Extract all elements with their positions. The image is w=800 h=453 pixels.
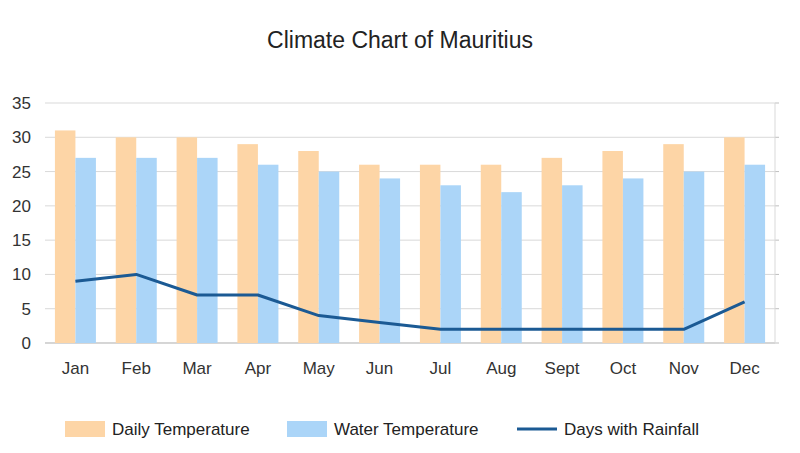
bar — [745, 165, 766, 343]
y-tick-label: 0 — [22, 334, 31, 353]
chart-root: Climate Chart of Mauritius 0 5 10 15 20 25 30 35… — [0, 0, 800, 453]
bar — [420, 165, 441, 343]
bar — [501, 192, 522, 343]
bar — [481, 165, 502, 343]
x-tick-label: Jun — [366, 359, 393, 378]
y-tick-label: 15 — [12, 231, 31, 250]
y-tick-label: 5 — [22, 300, 31, 319]
bar — [359, 165, 380, 343]
bar — [602, 151, 623, 343]
tick-mark — [775, 205, 779, 206]
bar — [75, 158, 96, 343]
bar — [55, 130, 76, 343]
y-tick-label: 25 — [12, 163, 31, 182]
bar — [562, 185, 583, 343]
bar — [724, 137, 745, 343]
x-tick-label: Mar — [182, 359, 212, 378]
y-tick-label: 30 — [12, 128, 31, 147]
bar — [237, 144, 258, 343]
grid-line — [45, 137, 775, 138]
bar — [380, 178, 401, 343]
legend-label: Water Temperature — [334, 420, 479, 439]
line — [75, 274, 744, 329]
legend-label: Days with Rainfall — [564, 420, 699, 439]
x-tick-label: Oct — [610, 359, 637, 378]
legend-swatch — [65, 421, 105, 437]
bar — [177, 137, 198, 343]
bar — [663, 144, 684, 343]
x-tick-label: Jan — [62, 359, 89, 378]
y-tick-label: 35 — [12, 94, 31, 113]
x-tick-label: Sept — [545, 359, 580, 378]
x-tick-label: Feb — [122, 359, 151, 378]
x-tick-label: Aug — [486, 359, 516, 378]
tick-mark — [775, 240, 779, 241]
legend-swatch — [287, 421, 327, 437]
bar — [258, 165, 279, 343]
x-tick-label: May — [303, 359, 336, 378]
y-tick-label: 20 — [12, 197, 31, 216]
y-axis-line — [775, 103, 776, 343]
x-tick-label: Nov — [669, 359, 700, 378]
tick-mark — [775, 343, 779, 344]
chart-svg: Climate Chart of Mauritius 0 5 10 15 20 25 30 35… — [0, 0, 800, 453]
bar — [440, 185, 461, 343]
tick-mark — [775, 137, 779, 138]
tick-mark — [775, 171, 779, 172]
bar — [197, 158, 218, 343]
tick-mark — [775, 274, 779, 275]
bar — [136, 158, 157, 343]
grid-line — [45, 103, 775, 104]
marks — [55, 130, 765, 343]
legend-swatch — [517, 428, 557, 431]
x-tick-label: Dec — [729, 359, 760, 378]
x-tick-label: Apr — [245, 359, 272, 378]
title: Climate Chart of Mauritius — [267, 27, 533, 53]
legend-label: Daily Temperature — [112, 420, 250, 439]
x-tick-label: Jul — [430, 359, 452, 378]
tick-mark — [775, 308, 779, 309]
bar — [684, 172, 705, 343]
y-tick-label: 10 — [12, 265, 31, 284]
bar — [116, 137, 137, 343]
tick-mark — [775, 103, 779, 104]
bar — [542, 158, 563, 343]
bar — [623, 178, 644, 343]
